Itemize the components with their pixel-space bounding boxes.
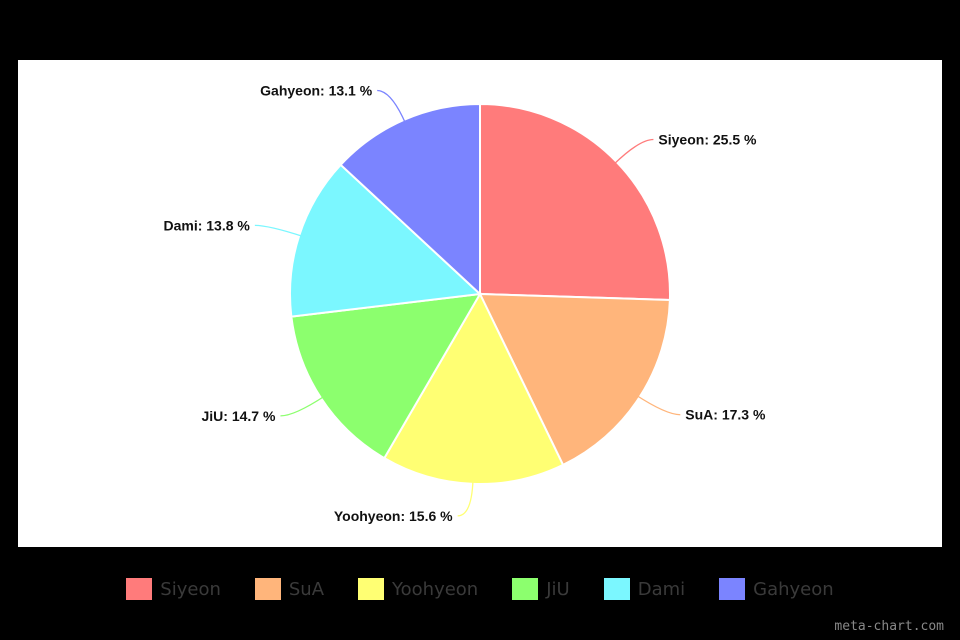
data-label: Gahyeon: 13.1 % — [260, 83, 373, 99]
legend-item-yoohyeon[interactable]: Yoohyeon — [358, 578, 478, 600]
data-label: JiU: 14.7 % — [202, 408, 276, 424]
legend-label: Yoohyeon — [392, 578, 479, 600]
leader-line — [377, 89, 407, 124]
legend: Siyeon SuA Yoohyeon JiU Dami Gahyeon — [0, 578, 960, 600]
legend-swatch — [254, 578, 281, 600]
data-label: SuA: 17.3 % — [685, 407, 766, 423]
legend-item-siyeon[interactable]: Siyeon — [126, 578, 221, 600]
legend-item-gahyeon[interactable]: Gahyeon — [719, 578, 834, 600]
legend-swatch — [719, 578, 746, 600]
leader-line — [613, 138, 654, 166]
leader-line — [635, 394, 681, 416]
pie-slice-siyeon — [479, 102, 671, 301]
legend-label: SuA — [288, 578, 325, 600]
leader-line — [280, 395, 325, 417]
legend-item-sua[interactable]: SuA — [254, 578, 325, 600]
legend-item-dami[interactable]: Dami — [603, 578, 686, 600]
legend-swatch — [126, 578, 153, 600]
leader-line — [254, 224, 304, 238]
data-label: Dami: 13.8 % — [163, 217, 250, 233]
legend-label: Gahyeon — [753, 578, 834, 600]
legend-label: Dami — [637, 578, 686, 600]
watermark: meta-chart.com — [834, 619, 944, 634]
data-label: Siyeon: 25.5 % — [658, 132, 757, 148]
data-label: Yoohyeon: 15.6 % — [334, 508, 453, 524]
legend-swatch — [358, 578, 385, 600]
legend-label: JiU — [546, 578, 570, 600]
legend-swatch — [512, 578, 539, 600]
legend-item-jiu[interactable]: JiU — [512, 578, 570, 600]
leader-line — [457, 479, 474, 517]
legend-label: Siyeon — [160, 578, 221, 600]
legend-swatch — [603, 578, 630, 600]
